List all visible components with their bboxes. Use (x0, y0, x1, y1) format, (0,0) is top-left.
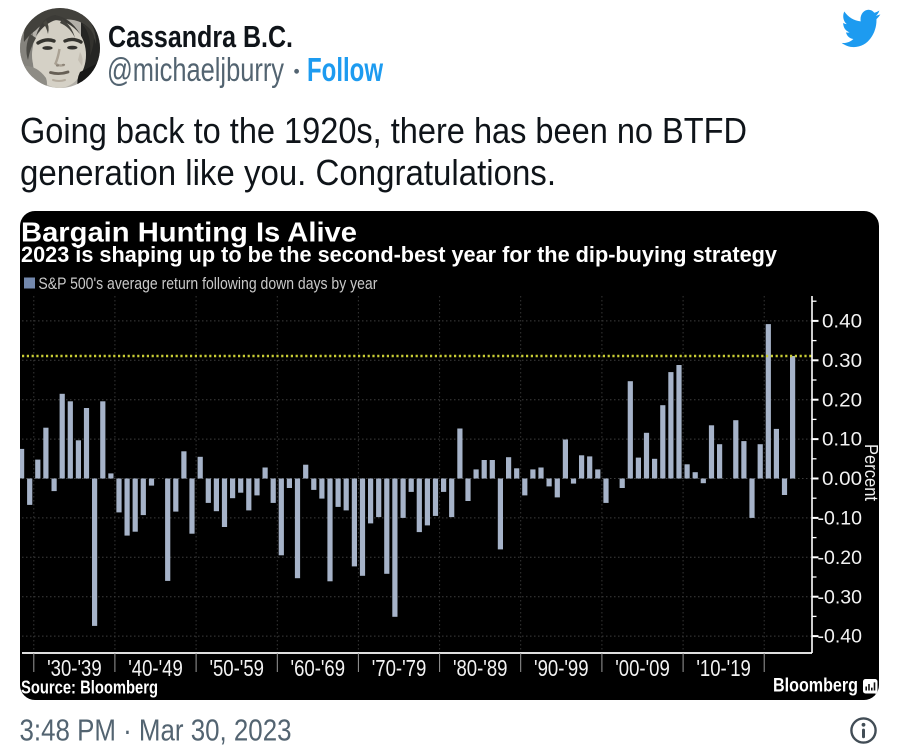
svg-text:Percent: Percent (861, 444, 879, 501)
svg-text:'00-'09: '00-'09 (615, 655, 670, 681)
svg-text:'80-'89: '80-'89 (453, 655, 508, 681)
svg-text:'30-'39: '30-'39 (47, 655, 102, 681)
svg-text:'10-'19: '10-'19 (696, 655, 751, 681)
svg-text:'90-'99: '90-'99 (534, 655, 589, 681)
svg-text:S&P 500's average return follo: S&P 500's average return following down … (38, 275, 377, 293)
svg-text:Going back to the 1920s, there: Going back to the 1920s, there has been … (20, 110, 747, 151)
svg-text:-0.30: -0.30 (818, 586, 863, 608)
svg-text:3:48 PM · Mar 30, 2023: 3:48 PM · Mar 30, 2023 (20, 713, 292, 748)
svg-text:0.00: 0.00 (822, 468, 862, 490)
svg-text:generation like you. Congratul: generation like you. Congratulations. (20, 152, 556, 193)
svg-text:Source: Bloomberg: Source: Bloomberg (21, 677, 158, 697)
svg-text:'40-'49: '40-'49 (128, 655, 183, 681)
svg-text:0.10: 0.10 (822, 429, 862, 451)
svg-text:Bloomberg: Bloomberg (773, 676, 858, 697)
svg-text:0.20: 0.20 (822, 389, 862, 411)
svg-text:-0.40: -0.40 (818, 626, 863, 648)
svg-text:Follow: Follow (307, 51, 383, 88)
svg-text:Cassandra B.C.: Cassandra B.C. (108, 19, 293, 54)
svg-text:0.30: 0.30 (822, 350, 862, 372)
svg-text:Bargain Hunting Is Alive: Bargain Hunting Is Alive (21, 217, 357, 248)
svg-text:-0.20: -0.20 (818, 547, 863, 569)
svg-text:-0.10: -0.10 (818, 508, 863, 530)
svg-text:'70-'79: '70-'79 (372, 655, 427, 681)
svg-text:@michaeljburry: @michaeljburry (107, 51, 284, 88)
svg-text:'60-'69: '60-'69 (291, 655, 346, 681)
svg-text:0.40: 0.40 (822, 311, 862, 333)
svg-text:'50-'59: '50-'59 (209, 655, 264, 681)
svg-text:2023 is shaping up to be the s: 2023 is shaping up to be the second-best… (21, 242, 778, 267)
